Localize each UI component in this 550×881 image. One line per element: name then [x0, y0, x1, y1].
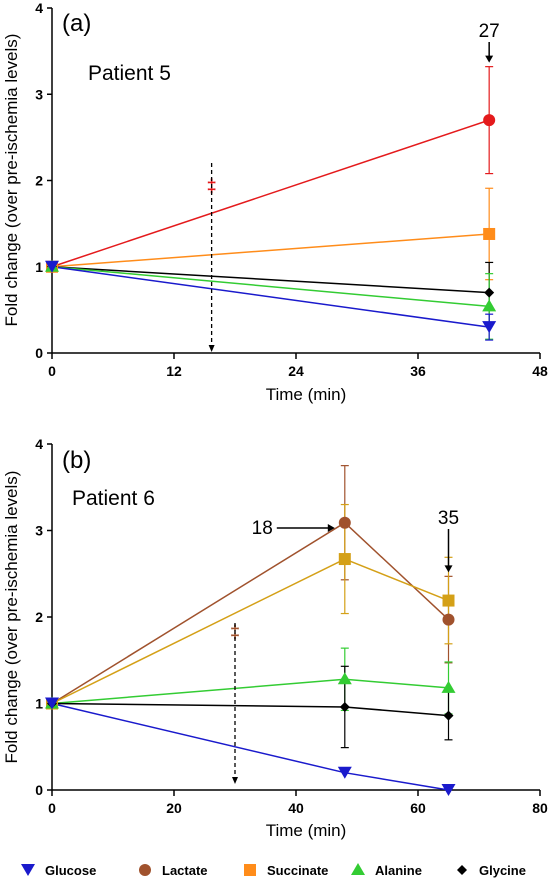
data-point-alanine	[441, 680, 456, 693]
data-point-lactate	[442, 613, 455, 626]
y-tick-label: 3	[35, 86, 43, 102]
data-point-glycine	[443, 710, 454, 721]
data-point-glycine	[484, 287, 495, 298]
x-tick-label: 40	[288, 800, 304, 816]
arrow-head	[208, 345, 215, 352]
time-annotation: 18	[252, 518, 273, 539]
time-annotation: 27	[479, 21, 500, 42]
y-tick-label: 1	[35, 696, 43, 712]
y-tick-label: 4	[35, 0, 43, 16]
x-tick-label: 0	[48, 800, 56, 816]
data-point-lactate	[483, 114, 496, 127]
y-axis-title: Fold change (over pre-ischemia levels)	[2, 471, 21, 764]
data-point-succinate	[483, 227, 496, 240]
x-tick-label: 60	[410, 800, 426, 816]
y-tick-label: 0	[35, 345, 43, 361]
patient-label: Patient 6	[72, 487, 155, 510]
panel-label: (b)	[62, 447, 91, 474]
patient-label: Patient 5	[88, 62, 171, 85]
arrow-head	[327, 524, 335, 532]
series-line-alanine	[51, 266, 490, 308]
time-annotation: 35	[438, 508, 459, 529]
series-line-succinate	[51, 233, 490, 268]
data-point-succinate	[442, 594, 455, 607]
legend-marker-glycine	[457, 865, 467, 875]
arrow-head	[444, 565, 453, 573]
series-line-lactate	[51, 119, 490, 268]
legend-marker-lactate	[139, 864, 151, 876]
arrow-head	[485, 55, 494, 63]
series-line-alanine	[51, 678, 449, 705]
data-point-glycine	[339, 701, 350, 712]
x-tick-label: 12	[166, 363, 182, 379]
x-tick-label: 80	[532, 800, 548, 816]
legend-marker-alanine	[351, 863, 365, 875]
y-tick-label: 2	[35, 609, 43, 625]
legend-label-succinate: Succinate	[267, 863, 328, 878]
data-point-glucose	[482, 321, 497, 334]
y-tick-label: 2	[35, 173, 43, 189]
x-axis-title: Time (min)	[266, 821, 347, 840]
y-tick-label: 4	[35, 436, 43, 452]
legend-marker-succinate	[244, 864, 256, 876]
data-point-glucose	[45, 260, 59, 273]
legend-marker-glucose	[21, 864, 35, 876]
arrow-head	[232, 777, 238, 784]
series-line-glucose	[51, 702, 449, 791]
series-line-lactate	[51, 521, 450, 705]
x-tick-label: 20	[166, 800, 182, 816]
y-tick-label: 0	[35, 782, 43, 798]
data-point-alanine	[482, 299, 497, 312]
y-tick-label: 3	[35, 523, 43, 539]
x-axis-title: Time (min)	[266, 385, 347, 404]
y-tick-label: 1	[35, 259, 43, 275]
x-tick-label: 48	[532, 363, 548, 379]
x-tick-label: 24	[288, 363, 304, 379]
panel-label: (a)	[62, 10, 91, 37]
legend-label-alanine: Alanine	[375, 863, 422, 878]
legend-label-glucose: Glucose	[45, 863, 96, 878]
y-axis-title: Fold change (over pre-ischemia levels)	[2, 34, 21, 327]
data-point-succinate	[338, 553, 351, 566]
series-line-glucose	[51, 266, 490, 328]
data-point-glucose	[45, 697, 59, 710]
data-point-glucose	[337, 766, 352, 779]
data-point-lactate	[338, 516, 351, 529]
legend-label-glycine: Glycine	[479, 863, 526, 878]
series-line-glycine	[51, 702, 449, 717]
x-tick-label: 36	[410, 363, 426, 379]
legend: Glucose Lactate Succinate Alanine Glycine	[21, 863, 526, 878]
legend-label-lactate: Lactate	[162, 863, 208, 878]
data-point-glucose	[441, 784, 456, 796]
data-point-alanine	[337, 672, 352, 685]
series-line-glycine	[51, 266, 490, 294]
x-tick-label: 0	[48, 363, 56, 379]
